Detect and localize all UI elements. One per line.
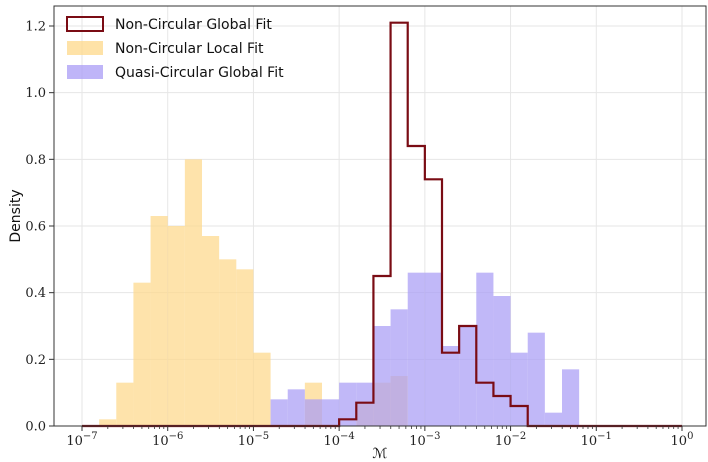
histogram-bar xyxy=(407,272,425,426)
x-tick-label: 10−3 xyxy=(409,431,440,449)
x-tick-label: 10−6 xyxy=(152,431,183,449)
histogram-bar xyxy=(561,369,580,426)
histogram-bar xyxy=(202,236,220,426)
histogram-bar xyxy=(322,399,340,426)
histogram-bar xyxy=(510,352,528,426)
legend-swatch xyxy=(67,41,103,55)
x-axis-ticks: 10−7 10−6 10−5 10−4 10−3 10−2 10−1 100 xyxy=(66,426,693,449)
x-tick-label: 10−2 xyxy=(495,431,526,449)
histogram-bar xyxy=(116,382,134,426)
histogram-bar xyxy=(339,382,357,426)
legend-label: Non-Circular Local Fit xyxy=(115,41,264,57)
histogram-bar xyxy=(544,412,562,426)
x-tick-label: 10−4 xyxy=(323,431,354,449)
y-tick-label: 0.2 xyxy=(25,353,46,368)
legend-swatch xyxy=(67,65,103,79)
histogram-bar xyxy=(442,346,460,426)
legend-label: Non-Circular Global Fit xyxy=(115,17,272,33)
histogram-bar xyxy=(527,332,545,426)
histogram-bar xyxy=(356,382,374,426)
x-tick-label: 10−7 xyxy=(66,431,97,449)
histogram-bar xyxy=(424,272,443,426)
y-tick-label: 0.0 xyxy=(25,420,46,435)
histogram-bars xyxy=(99,159,580,427)
legend-swatch xyxy=(66,16,104,32)
histogram-bar xyxy=(270,399,288,426)
histogram-bar xyxy=(99,419,117,426)
legend-label: Quasi-Circular Global Fit xyxy=(115,65,284,81)
histogram-bar xyxy=(390,309,408,426)
y-tick-label: 1.0 xyxy=(25,86,46,101)
x-tick-label: 10−1 xyxy=(581,431,612,449)
x-tick-label: 100 xyxy=(671,431,694,449)
histogram-bar xyxy=(459,326,477,426)
histogram-bar xyxy=(236,269,254,426)
histogram-bar xyxy=(373,326,391,426)
y-tick-label: 0.8 xyxy=(25,153,46,168)
histogram-bar xyxy=(219,259,237,426)
y-tick-label: 0.4 xyxy=(25,286,46,301)
y-tick-label: 1.2 xyxy=(25,20,46,35)
histogram-bar xyxy=(493,296,511,426)
histogram-bar xyxy=(287,389,305,426)
histogram-bar xyxy=(253,352,271,426)
x-tick-label: 10−5 xyxy=(238,431,269,449)
legend: Non-Circular Global Fit Non-Circular Loca… xyxy=(66,16,284,81)
y-tick-label: 0.6 xyxy=(25,220,46,235)
histogram-bar xyxy=(476,272,494,426)
y-axis-ticks: 0.0 0.2 0.4 0.6 0.8 1.0 1.2 xyxy=(25,20,54,435)
x-axis-label: ℳ xyxy=(373,446,388,462)
histogram-bar xyxy=(304,399,323,426)
y-axis-label: Density xyxy=(8,189,24,242)
histogram-bar xyxy=(150,216,168,426)
histogram-bar xyxy=(184,159,203,427)
histogram-bar xyxy=(167,226,185,426)
histogram-bar xyxy=(133,282,151,426)
